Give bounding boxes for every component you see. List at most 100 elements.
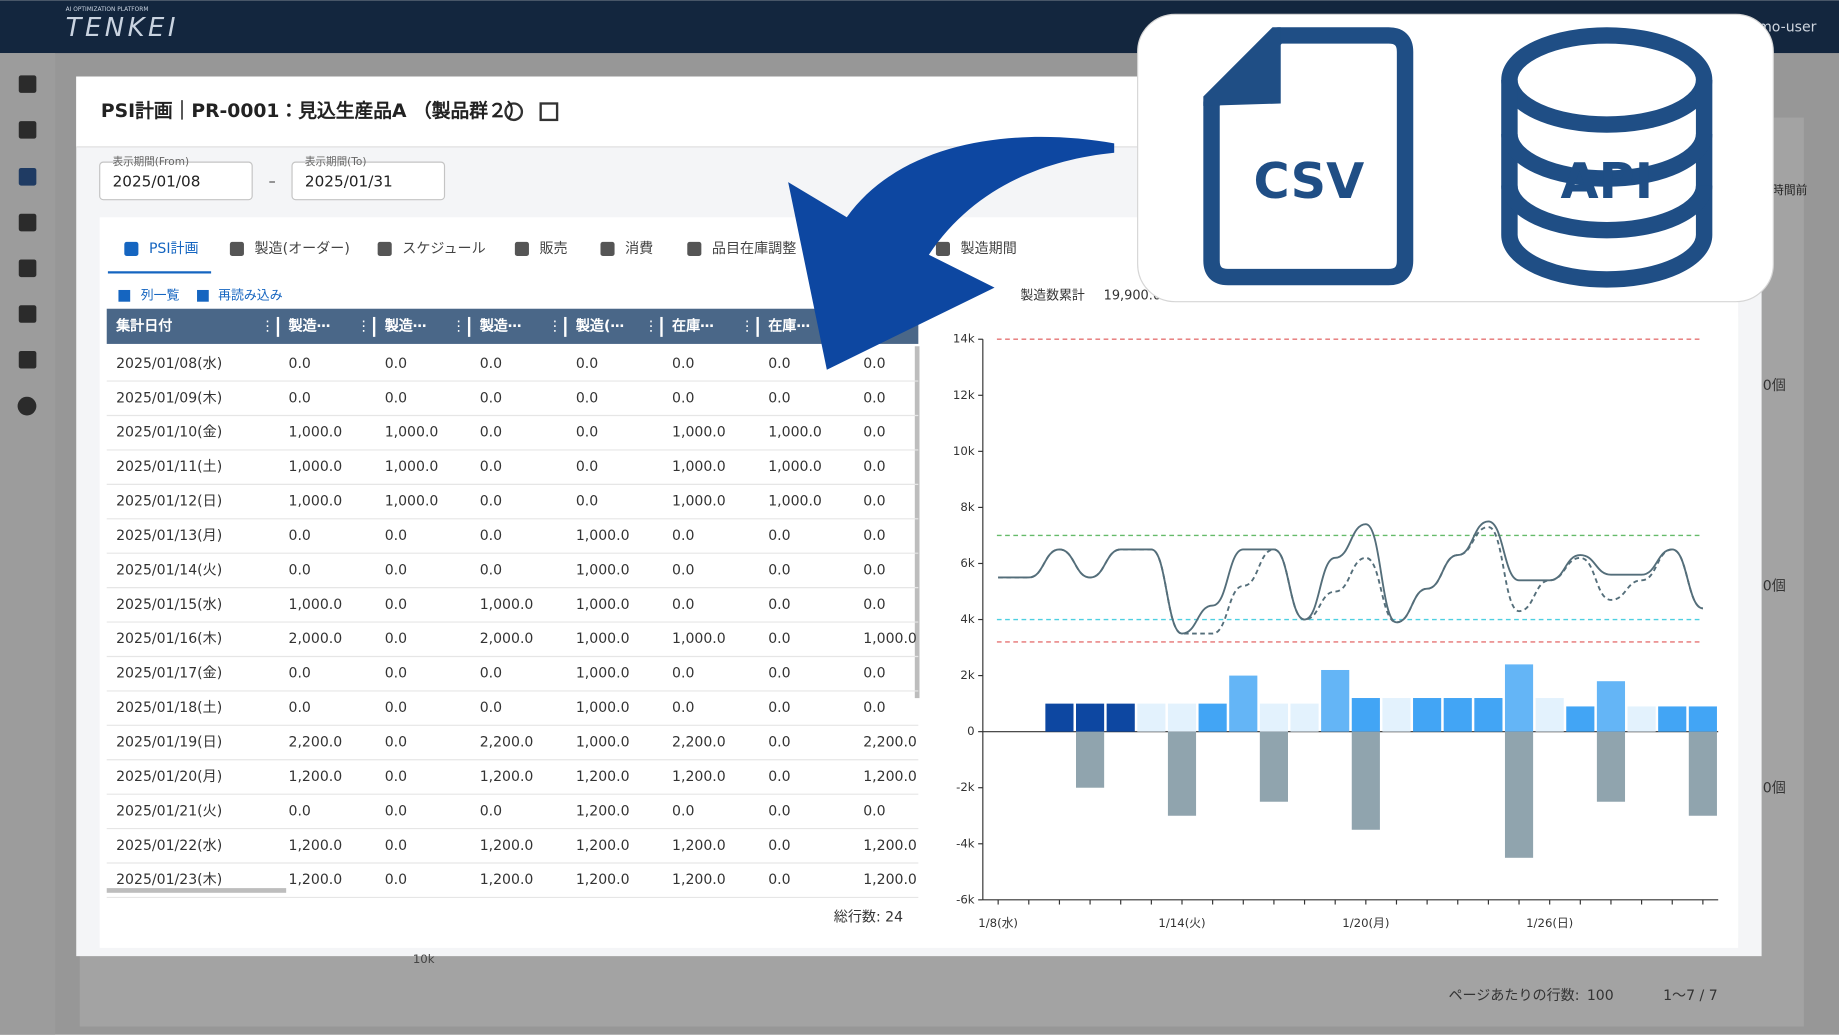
date-to[interactable] <box>291 161 446 201</box>
table-cell: 1,200.0 <box>863 769 917 785</box>
tab-icon <box>687 241 702 256</box>
file-icon <box>1203 27 1414 286</box>
tab[interactable]: スケジュール <box>402 241 485 257</box>
bar <box>1658 706 1687 732</box>
scrollbar[interactable] <box>106 888 287 893</box>
table-cell: 0.0 <box>289 803 311 819</box>
table-cell: 1,000.0 <box>385 494 439 510</box>
bar <box>1504 664 1534 732</box>
table-cell: 0.0 <box>480 356 502 372</box>
table-cell: 0.0 <box>385 735 407 751</box>
date-from[interactable] <box>99 161 253 201</box>
table-cell: 1,000.0 <box>576 666 630 682</box>
bar <box>1627 706 1656 732</box>
table-cell: 1,000.0 <box>576 700 630 716</box>
table-cell: 1,000.0 <box>289 597 343 613</box>
table-cell: 1,000.0 <box>385 425 439 441</box>
table-cell: 0.0 <box>768 666 790 682</box>
y-tick-label: 14k <box>953 332 975 346</box>
tab[interactable]: 販売 <box>540 241 568 257</box>
table-cell: 0.0 <box>672 666 694 682</box>
icon[interactable] <box>18 350 37 369</box>
tab[interactable]: 消費 <box>625 241 653 257</box>
line <box>998 526 1704 635</box>
scrollbar[interactable] <box>914 346 920 699</box>
column-menu: ⋮ <box>260 318 274 334</box>
toolbar-button[interactable]: 列一覧 <box>141 287 180 303</box>
tab[interactable]: 製造(オーダー) <box>255 241 350 257</box>
toolbar-button[interactable]: 再読み込み <box>218 288 283 303</box>
bar <box>1688 731 1717 816</box>
table-cell: 0.0 <box>480 459 502 475</box>
rows-per-page: 100 <box>1587 988 1614 1004</box>
y-tick-label: 2k <box>960 668 974 682</box>
table-cell: 0.0 <box>863 425 885 441</box>
table-cell: 0.0 <box>480 390 502 406</box>
column-header: 在庫⋯ <box>672 317 714 334</box>
table-cell: 0.0 <box>768 356 790 372</box>
table-cell: 0.0 <box>672 700 694 716</box>
table-cell: 1,200.0 <box>672 838 726 854</box>
table-cell: 2,200.0 <box>672 735 726 751</box>
bar <box>1137 703 1166 732</box>
table-cell: 1,000.0 <box>672 631 726 647</box>
icon[interactable] <box>18 305 37 323</box>
api-label: API <box>1561 152 1654 210</box>
table-cell: 2,200.0 <box>289 735 343 751</box>
file-corner <box>1203 27 1281 106</box>
table-cell: 1,000.0 <box>289 459 343 475</box>
table-cell: 0.0 <box>863 666 885 682</box>
icon[interactable] <box>18 75 37 93</box>
tab[interactable]: PSI計画 <box>149 241 199 257</box>
column-header: 製造⋯ <box>384 317 427 334</box>
table-cell: 2025/01/19(日) <box>116 735 222 751</box>
table-cell: 1,000.0 <box>576 597 630 613</box>
table-cell: 2025/01/12(日) <box>116 494 222 510</box>
table-cell: 2025/01/23(木) <box>116 872 222 888</box>
tab[interactable]: 製造期間 <box>961 241 1017 257</box>
table-cell: 1,200.0 <box>863 838 917 854</box>
icon[interactable] <box>18 213 37 232</box>
table-cell: 2025/01/15(水) <box>116 597 222 613</box>
icon[interactable] <box>18 167 37 186</box>
y-tick-label: 6k <box>960 556 974 570</box>
history-icon[interactable] <box>504 102 524 122</box>
icon[interactable] <box>18 121 37 139</box>
table-cell: 1,000.0 <box>576 631 630 647</box>
icon[interactable] <box>17 396 37 416</box>
tab[interactable]: 品目在庫調整 <box>712 241 796 257</box>
open-icon[interactable] <box>539 102 559 122</box>
table-cell: 2025/01/11(土) <box>116 459 222 475</box>
table-cell: 0.0 <box>289 528 311 544</box>
table-cell: 0.0 <box>289 390 311 406</box>
bar <box>1321 669 1350 732</box>
table-cell: 1,200.0 <box>576 838 630 854</box>
column-header: 製造⋯ <box>288 317 331 334</box>
tab-icon <box>229 241 244 256</box>
bar <box>1167 703 1197 732</box>
table-cell: 2025/01/09(木) <box>116 390 222 406</box>
tagline: AI OPTIMIZATION PLATFORM <box>66 7 149 13</box>
bar <box>1566 706 1595 732</box>
tab-icon <box>935 241 950 256</box>
table-cell: 0.0 <box>768 735 790 751</box>
table-cell: 0.0 <box>385 803 407 819</box>
table-cell: 0.0 <box>768 872 790 888</box>
rows-per-page-label: ページあたりの行数: <box>1448 988 1579 1004</box>
table-cell: 0.0 <box>480 494 502 510</box>
table-cell: 1,200.0 <box>480 872 534 888</box>
table-cell: 0.0 <box>576 356 598 372</box>
table-cell: 0.0 <box>385 872 407 888</box>
column-header: 製造⋯ <box>479 317 522 334</box>
table-cell: 2025/01/10(金) <box>116 425 222 441</box>
column-header: 在庫⋯ <box>768 317 810 334</box>
field-label: 表示期間(From) <box>113 156 190 168</box>
table-cell: 0.0 <box>576 459 598 475</box>
bar <box>1198 703 1227 732</box>
x-tick-label: 1/20(月) <box>1342 916 1389 930</box>
icon[interactable] <box>18 259 37 278</box>
table-cell: 1,000.0 <box>672 494 726 510</box>
bar <box>1474 698 1503 732</box>
table-cell: 1,000.0 <box>289 425 343 441</box>
